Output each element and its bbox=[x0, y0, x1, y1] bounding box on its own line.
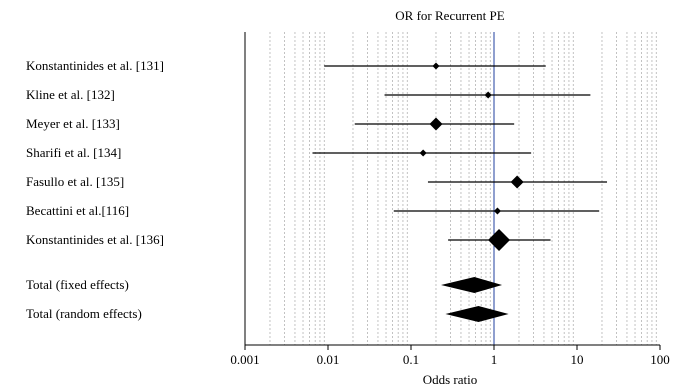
study-row: Konstantinides et al. [131] bbox=[26, 58, 546, 73]
point-estimate-marker bbox=[429, 117, 443, 131]
study-label: Meyer et al. [133] bbox=[26, 116, 120, 131]
x-axis-label: Odds ratio bbox=[423, 372, 478, 387]
study-row: Kline et al. [132] bbox=[26, 87, 591, 102]
study-label: Becattini et al.[116] bbox=[26, 203, 129, 218]
pooled-row: Total (random effects) bbox=[26, 306, 509, 322]
x-tick-label: 0.1 bbox=[403, 352, 419, 367]
study-row: Sharifi et al. [134] bbox=[26, 145, 532, 160]
study-row: Fasullo et al. [135] bbox=[26, 174, 608, 189]
gridlines bbox=[269, 32, 657, 345]
x-tick-label: 0.001 bbox=[230, 352, 259, 367]
point-estimate-marker bbox=[493, 207, 501, 215]
x-tick-label: 100 bbox=[650, 352, 670, 367]
pooled-label: Total (random effects) bbox=[26, 306, 142, 321]
point-estimate-marker bbox=[484, 91, 492, 99]
study-rows: Konstantinides et al. [131] Kline et al. … bbox=[26, 58, 608, 322]
x-tick-label: 0.01 bbox=[317, 352, 340, 367]
chart-title: OR for Recurrent PE bbox=[395, 8, 504, 23]
x-tick-label: 10 bbox=[571, 352, 584, 367]
study-label: Fasullo et al. [135] bbox=[26, 174, 124, 189]
study-label: Konstantinides et al. [131] bbox=[26, 58, 164, 73]
study-row: Becattini et al.[116] bbox=[26, 203, 600, 218]
point-estimate-marker bbox=[510, 175, 524, 189]
study-label: Kline et al. [132] bbox=[26, 87, 115, 102]
point-estimate-marker bbox=[419, 149, 427, 157]
study-label: Sharifi et al. [134] bbox=[26, 145, 121, 160]
pooled-diamond bbox=[445, 306, 509, 322]
study-row: Meyer et al. [133] bbox=[26, 116, 515, 131]
study-label: Konstantinides et al. [136] bbox=[26, 232, 164, 247]
pooled-row: Total (fixed effects) bbox=[26, 277, 503, 293]
point-estimate-marker bbox=[488, 229, 511, 251]
x-tick-label: 1 bbox=[491, 352, 498, 367]
x-axis-ticks: 0.001 0.01 0.1 1 10 100 bbox=[230, 345, 670, 367]
study-row: Konstantinides et al. [136] bbox=[26, 229, 551, 251]
point-estimate-marker bbox=[432, 62, 440, 70]
pooled-diamond bbox=[441, 277, 503, 293]
pooled-label: Total (fixed effects) bbox=[26, 277, 129, 292]
